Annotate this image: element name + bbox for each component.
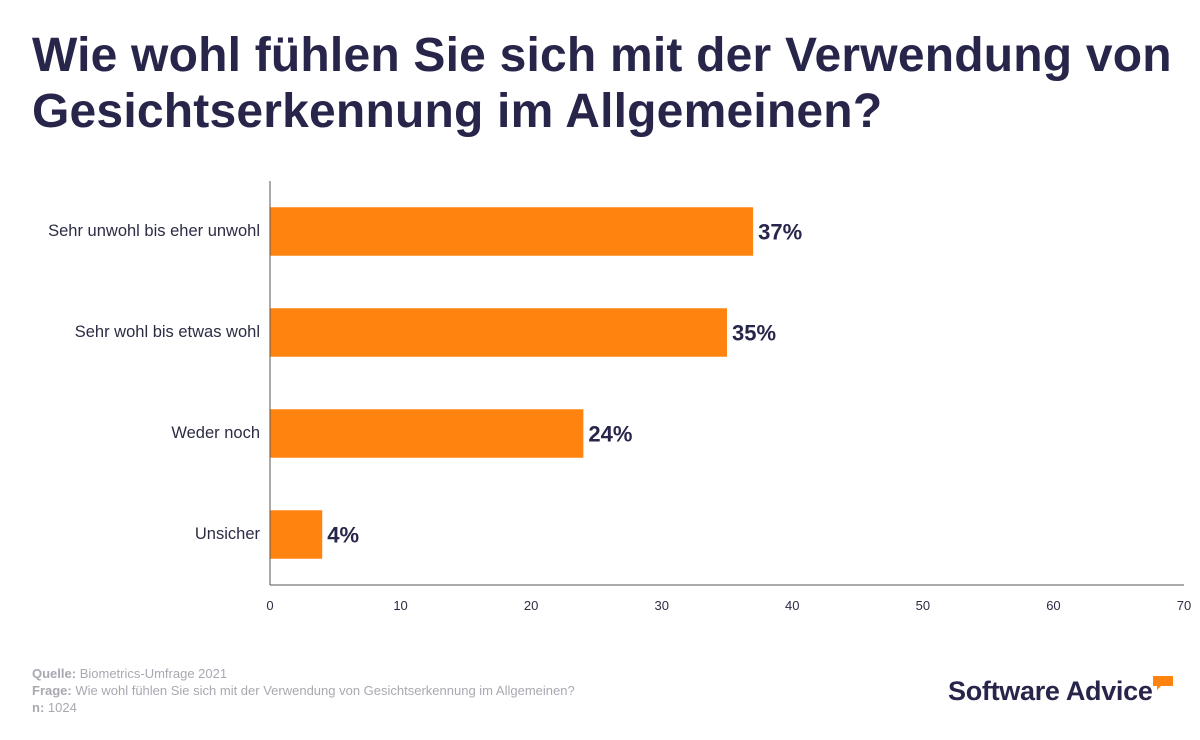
footer-question: Frage: Wie wohl fühlen Sie sich mit der …: [32, 682, 575, 699]
footer-question-value: Wie wohl fühlen Sie sich mit der Verwend…: [75, 683, 575, 698]
bar-1: [270, 207, 754, 256]
bar-4: [270, 510, 323, 559]
chart-footer: Quelle: Biometrics-Umfrage 2021 Frage: W…: [32, 665, 575, 716]
category-label: Sehr unwohl bis eher unwohl: [48, 222, 260, 240]
chart-title: Wie wohl fühlen Sie sich mit der Verwend…: [32, 29, 1172, 138]
speech-bubble-icon: [1153, 676, 1173, 690]
footer-n: n: 1024: [32, 699, 575, 716]
data-label: 35%: [732, 320, 776, 345]
bar-chart: Sehr unwohl bis eher unwohl Sehr wohl bis…: [48, 181, 1191, 613]
bar-2: [270, 308, 727, 357]
category-label: Weder noch: [171, 424, 260, 442]
category-labels: Sehr unwohl bis eher unwohl Sehr wohl bis…: [48, 222, 260, 543]
category-label: Unsicher: [195, 525, 261, 543]
data-label: 24%: [588, 421, 632, 446]
footer-n-value: 1024: [47, 700, 77, 715]
x-tick-label: 20: [524, 598, 538, 613]
software-advice-logo: Software Advice: [948, 676, 1153, 706]
footer-source-label: Quelle:: [32, 666, 77, 681]
footer-n-label: n:: [32, 700, 45, 715]
bar-3: [270, 409, 584, 458]
footer-source: Quelle: Biometrics-Umfrage 2021: [32, 665, 575, 682]
x-axis-ticks: 0 10 20 30 40 50 60 70: [266, 598, 1191, 613]
data-label: 37%: [758, 219, 802, 244]
category-label: Sehr wohl bis etwas wohl: [75, 323, 260, 341]
x-tick-label: 50: [916, 598, 930, 613]
data-label: 4%: [327, 522, 359, 547]
x-tick-label: 0: [266, 598, 273, 613]
x-tick-label: 60: [1046, 598, 1060, 613]
bar-group: [270, 207, 754, 559]
footer-question-label: Frage:: [32, 683, 72, 698]
data-labels: 37% 35% 24% 4%: [327, 219, 802, 547]
footer-source-value: Biometrics-Umfrage 2021: [79, 666, 228, 681]
x-tick-label: 10: [393, 598, 407, 613]
x-tick-label: 30: [654, 598, 668, 613]
x-tick-label: 40: [785, 598, 799, 613]
x-tick-label: 70: [1177, 598, 1191, 613]
